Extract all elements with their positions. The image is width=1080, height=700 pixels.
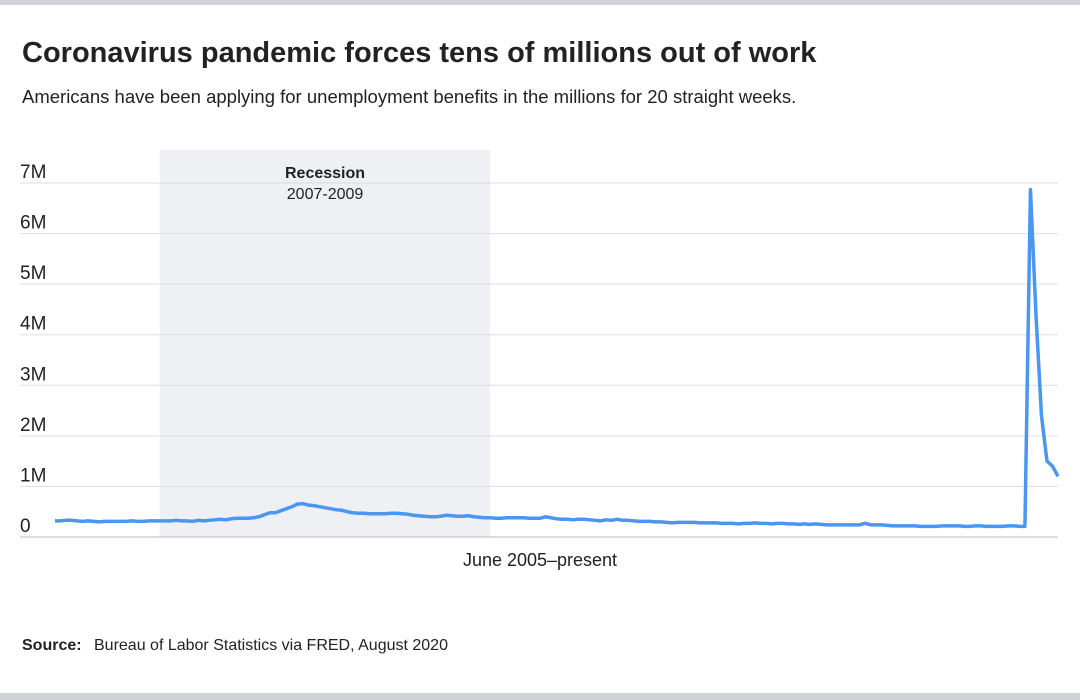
y-tick-label: 0 (20, 516, 31, 537)
top-bar (0, 0, 1080, 5)
x-axis-label: June 2005–present (463, 550, 617, 570)
source-label: Source: (22, 637, 82, 654)
recession-years: 2007-2009 (287, 186, 364, 203)
y-tick-label: 6M (20, 213, 46, 234)
y-tick-label: 2M (20, 415, 46, 436)
y-tick-label: 7M (20, 162, 46, 183)
y-tick-label: 1M (20, 465, 46, 486)
bottom-bar (0, 693, 1080, 700)
data-line (55, 187, 1060, 529)
y-tick-label: 3M (20, 364, 46, 385)
chart-title: Coronavirus pandemic forces tens of mill… (22, 37, 817, 69)
y-tick-label: 5M (20, 263, 46, 284)
source-text: Bureau of Labor Statistics via FRED, Aug… (94, 637, 448, 654)
recession-shade (159, 150, 491, 537)
y-tick-label: 4M (20, 314, 46, 335)
recession-label: Recession (285, 165, 365, 182)
chart-subtitle: Americans have been applying for unemplo… (22, 86, 796, 107)
